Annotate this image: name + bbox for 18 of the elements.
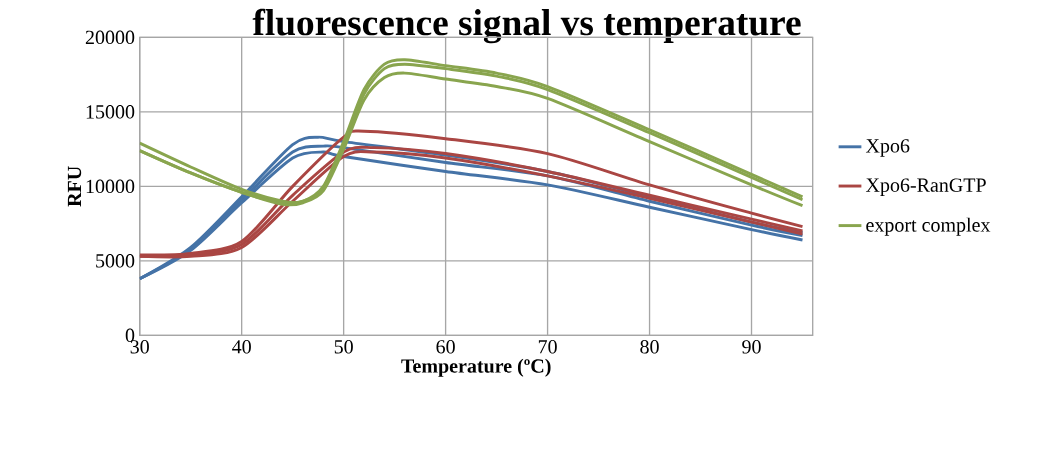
chart-title: fluorescence signal vs temperature [252,8,801,44]
y-tick-label: 10000 [86,179,135,194]
x-tick-label: 90 [742,340,761,354]
y-tick-label: 15000 [86,105,135,119]
x-tick-label: 70 [538,340,557,354]
y-tick-label: 20000 [85,30,135,45]
x-tick-label: 60 [436,340,455,354]
y-tick-label: 0 [125,328,135,343]
x-tick-label: 50 [334,340,353,354]
y-axis-title: RFU [67,166,82,207]
y-tick-label: 5000 [96,254,135,268]
legend-label: Xpo6-RanGTP [865,178,986,196]
legend-label: Xpo6 [865,139,910,157]
x-tick-label: 30 [130,340,149,354]
x-tick-label: 40 [232,340,251,354]
legend-label: export complex [866,217,991,236]
x-axis-title: Temperature (ºC) [401,358,551,377]
x-tick-label: 80 [640,340,659,354]
